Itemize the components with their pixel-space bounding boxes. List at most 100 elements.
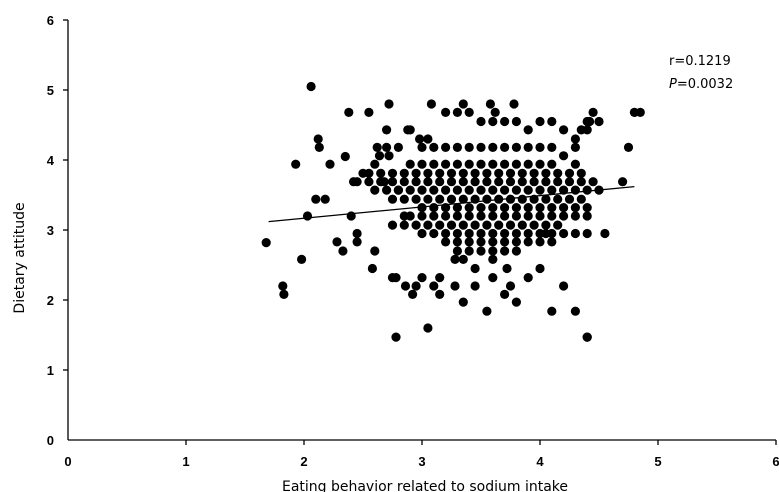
data-point xyxy=(313,134,323,144)
data-point xyxy=(370,159,380,169)
data-point xyxy=(500,203,510,213)
x-tick-label-6: 6 xyxy=(772,454,779,469)
data-point xyxy=(405,185,415,195)
data-point xyxy=(387,177,398,187)
x-tick-label-1: 1 xyxy=(182,454,189,469)
data-point xyxy=(618,177,628,187)
data-point xyxy=(411,194,421,204)
data-point xyxy=(511,116,521,127)
data-point xyxy=(500,228,510,239)
data-point xyxy=(541,168,551,178)
data-point xyxy=(446,194,457,204)
data-point xyxy=(570,211,581,221)
p-value-annotation: P=0.0032 xyxy=(669,77,733,92)
data-point xyxy=(429,228,439,239)
data-point xyxy=(476,211,486,221)
data-point xyxy=(441,228,451,239)
data-point xyxy=(291,159,301,169)
data-point xyxy=(488,211,498,221)
data-point xyxy=(415,134,425,144)
data-point xyxy=(429,281,439,291)
p-value-number: =0.0032 xyxy=(677,77,733,92)
data-point xyxy=(511,246,521,256)
x-tick-label-0: 0 xyxy=(64,454,71,469)
data-point xyxy=(452,246,462,256)
data-point xyxy=(423,168,433,178)
data-point xyxy=(458,168,468,178)
y-tick-label-6: 6 xyxy=(47,13,54,28)
data-point xyxy=(502,263,512,274)
data-point xyxy=(582,185,592,195)
data-point xyxy=(376,168,386,178)
data-point xyxy=(553,194,563,204)
data-point xyxy=(435,168,445,178)
data-point xyxy=(297,254,307,264)
data-point xyxy=(553,168,563,178)
data-point xyxy=(344,107,354,117)
data-point xyxy=(523,142,533,152)
data-point xyxy=(435,273,445,283)
data-point xyxy=(364,168,374,178)
data-point xyxy=(500,116,510,127)
x-tick-label-4: 4 xyxy=(536,454,544,469)
data-point xyxy=(482,168,492,178)
data-point xyxy=(564,168,575,178)
data-point xyxy=(635,107,645,117)
data-point xyxy=(387,168,398,178)
data-point xyxy=(278,281,288,291)
data-point xyxy=(417,203,427,213)
y-tick-label-0: 0 xyxy=(47,433,54,448)
data-point xyxy=(452,142,462,152)
data-point xyxy=(523,185,533,195)
data-point xyxy=(400,281,411,291)
data-point xyxy=(570,134,581,144)
data-point xyxy=(582,332,592,342)
data-point xyxy=(352,228,362,239)
y-tick-label-1: 1 xyxy=(47,363,54,378)
data-point xyxy=(476,203,486,213)
data-point xyxy=(458,220,468,230)
data-point xyxy=(423,177,433,187)
data-point xyxy=(376,177,386,187)
data-point xyxy=(535,142,545,152)
data-point xyxy=(441,159,451,169)
data-point xyxy=(582,228,592,239)
data-point xyxy=(517,168,527,178)
data-point xyxy=(411,281,421,291)
data-point xyxy=(541,177,551,187)
data-point xyxy=(585,116,595,127)
data-point xyxy=(441,237,451,247)
data-point xyxy=(576,168,586,178)
data-point xyxy=(384,99,394,109)
data-points xyxy=(261,81,645,342)
data-point xyxy=(488,254,498,264)
data-point xyxy=(441,185,451,195)
data-point xyxy=(464,237,474,247)
data-point xyxy=(340,151,350,162)
data-point xyxy=(576,194,586,204)
data-point xyxy=(541,228,551,239)
data-point xyxy=(488,228,498,239)
data-point xyxy=(387,194,398,204)
data-point xyxy=(500,185,510,195)
data-point xyxy=(500,159,510,169)
data-point xyxy=(500,142,510,152)
data-point xyxy=(541,220,551,230)
data-point xyxy=(452,237,462,247)
data-point xyxy=(279,289,289,299)
data-point xyxy=(505,168,516,178)
data-point xyxy=(559,211,569,221)
data-point xyxy=(464,203,474,213)
data-point xyxy=(405,125,415,135)
data-point xyxy=(417,159,427,169)
data-point xyxy=(511,237,521,247)
data-point xyxy=(423,194,433,204)
data-point xyxy=(476,116,486,127)
data-point xyxy=(547,116,557,127)
data-point xyxy=(541,194,551,204)
data-point xyxy=(261,238,271,248)
data-point xyxy=(488,142,498,152)
y-tick-label-5: 5 xyxy=(47,83,54,98)
data-point xyxy=(488,273,498,283)
data-point xyxy=(302,211,313,221)
